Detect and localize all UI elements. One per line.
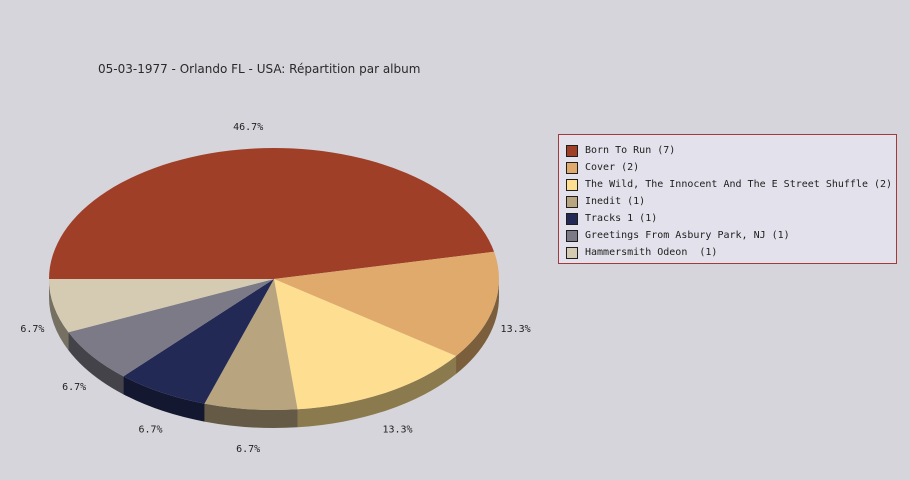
legend-swatch — [566, 161, 578, 174]
legend-item-tracks-1: Tracks 1 (1) — [566, 210, 896, 227]
pie-slice-born-to-run — [49, 147, 495, 279]
pie-slice-inedit — [204, 279, 298, 411]
legend-item-cover: Cover (2) — [566, 159, 896, 176]
legend-label: Tracks 1 (1) — [585, 213, 658, 224]
pie-label-inedit: 6.7% — [236, 444, 260, 455]
legend-swatch — [566, 246, 578, 259]
legend-label: Born To Run (7) — [585, 145, 676, 156]
pie-slice-greetings-from-asbury-park-nj — [68, 279, 274, 377]
pie-slice-hammersmith-odeon — [49, 279, 274, 333]
pie-slice-the-wild-the-innocent-and-the-e-street-shuffle — [274, 279, 457, 410]
legend-swatch — [566, 178, 578, 191]
pie-side-hammersmith-odeon — [49, 279, 69, 351]
legend: Born To Run (7) Cover (2) The Wild, The In… — [558, 134, 897, 264]
pie-top-layer — [49, 147, 500, 411]
legend-swatch — [566, 229, 578, 242]
legend-item-greetings-from-asbury-park-nj: Greetings From Asbury Park, NJ (1) — [566, 227, 896, 244]
legend-label: Inedit (1) — [585, 196, 646, 207]
pie-side-the-wild-the-innocent-and-the-e-street-shuffle — [297, 355, 457, 428]
legend-label: The Wild, The Innocent And The E Street … — [585, 179, 893, 190]
pie-side-tracks-1 — [123, 376, 205, 422]
chart-title: 05-03-1977 - Orlando FL - USA: Répartiti… — [98, 62, 421, 76]
legend-swatch — [566, 212, 578, 225]
pie-slice-cover — [274, 251, 500, 356]
pie-side-inedit — [204, 403, 298, 429]
legend-swatch — [566, 144, 578, 157]
pie-slice-tracks-1 — [123, 279, 274, 404]
legend-item-hammersmith-odeon: Hammersmith Odeon (1) — [566, 244, 896, 261]
pie-label-hammersmith-odeon: 6.7% — [20, 324, 44, 335]
legend-label: Greetings From Asbury Park, NJ (1) — [585, 230, 790, 241]
pie-labels-layer: 46.7% 13.3% 13.3% 6.7% 6.7% 6.7% 6.7% — [20, 122, 530, 455]
pie-depth-layer — [49, 279, 499, 429]
legend-item-the-wild-the-innocent-and-the-e-street-shuffle: The Wild, The Innocent And The E Street … — [566, 176, 896, 193]
pie-label-greetings-from-asbury-park-nj: 6.7% — [62, 382, 86, 393]
pie-side-greetings-from-asbury-park-nj — [68, 332, 124, 395]
legend-label: Hammersmith Odeon (1) — [585, 247, 718, 258]
pie-label-the-wild-the-innocent-and-the-e-street-shuffle: 13.3% — [382, 425, 412, 436]
legend-item-inedit: Inedit (1) — [566, 193, 896, 210]
pie-label-born-to-run: 46.7% — [233, 122, 263, 133]
legend-swatch — [566, 195, 578, 208]
pie-label-tracks-1: 6.7% — [138, 425, 162, 436]
pie-label-cover: 13.3% — [501, 324, 531, 335]
pie-side-cover — [456, 279, 499, 374]
legend-label: Cover (2) — [585, 162, 640, 173]
legend-item-born-to-run: Born To Run (7) — [566, 142, 896, 159]
